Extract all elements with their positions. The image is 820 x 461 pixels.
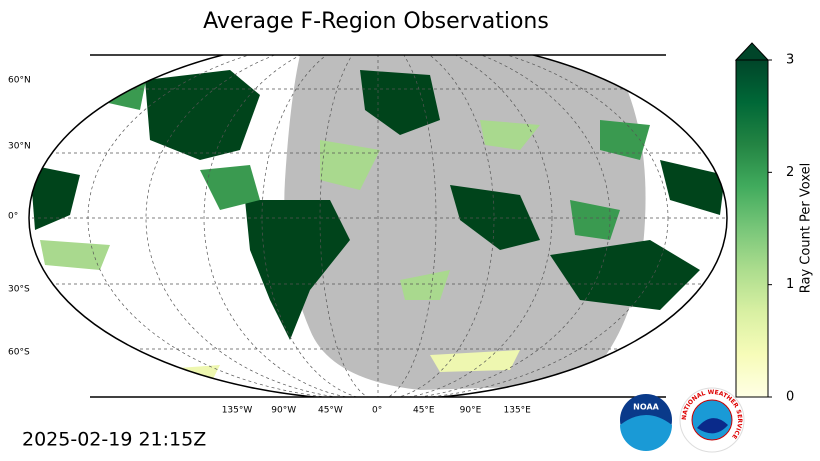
lon-label: 135°E [504, 406, 532, 416]
lon-label: 0° [372, 406, 382, 416]
lon-label: 45°E [413, 406, 435, 416]
colorbar: 0 1 2 3 [734, 42, 794, 405]
colorbar-tick-label: 1 [786, 277, 794, 292]
lon-label: 90°W [271, 406, 296, 416]
colorbar-tick-label: 2 [786, 165, 794, 180]
colorbar-tick-label: 3 [786, 53, 794, 68]
colorbar-frame [735, 59, 769, 398]
map [28, 55, 728, 397]
lat-label: 60°S [8, 348, 30, 358]
colorbar-label: Ray Count Per Voxel [799, 163, 814, 293]
lat-label: 60°N [8, 76, 31, 86]
colorbar-extend [734, 42, 770, 61]
noaa-logo: NOAA [620, 394, 672, 451]
lat-label: 0° [8, 212, 18, 222]
lon-label: 135°W [222, 406, 253, 416]
lon-labels: 135°W 90°W 45°W 0° 45°E 90°E 135°E [222, 406, 531, 416]
title: Average F-Region Observations [203, 9, 549, 34]
lat-label: 30°S [8, 285, 30, 295]
nws-logo: NATIONAL WEATHER SERVICE [679, 387, 745, 453]
lat-labels: 60°N 30°N 0° 30°S 60°S [8, 76, 31, 358]
lon-label: 90°E [460, 406, 482, 416]
colorbar-fill [736, 60, 768, 397]
timestamp: 2025-02-19 21:15Z [22, 429, 206, 451]
noaa-text: NOAA [633, 403, 659, 412]
lon-label: 45°W [318, 406, 343, 416]
colorbar-tick-label: 0 [786, 390, 794, 405]
lat-label: 30°N [8, 142, 31, 152]
